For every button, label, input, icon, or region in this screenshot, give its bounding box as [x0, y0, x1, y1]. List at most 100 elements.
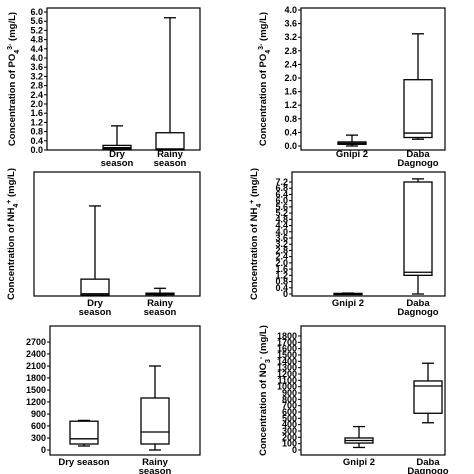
x-category-label: season	[101, 158, 134, 169]
x-category-label: Gnipi 2	[343, 457, 375, 468]
y-tick-label: 4.4	[275, 221, 288, 231]
x-category-label: season	[144, 307, 177, 318]
x-category-label: Daba	[406, 298, 430, 309]
y-tick-label: 0	[283, 289, 288, 299]
iqr-box	[413, 380, 443, 414]
y-tick-label: 1.6	[275, 264, 288, 274]
box-plot-0	[333, 292, 363, 296]
y-tick-label: 1300	[277, 363, 297, 373]
y-tick-label: 0.0	[284, 141, 297, 151]
y-tick-label: 7.2	[275, 177, 288, 187]
y-tick-label: 800	[282, 394, 297, 404]
y-tick-label: 0.8	[275, 277, 288, 287]
y-tick-label: 300	[282, 426, 297, 436]
box-plot-1	[155, 17, 185, 151]
box-plot-0	[80, 205, 110, 296]
y-tick-label: 0	[292, 445, 297, 455]
y-tick-label: 1200	[26, 397, 46, 407]
y-tick-label: 100	[282, 439, 297, 449]
x-category-label: Dry season	[58, 457, 109, 468]
y-tick-label: 0.4	[30, 136, 43, 146]
y-tick-label: 4.8	[30, 35, 43, 45]
x-category-label: Dry	[87, 298, 104, 309]
plot-frame	[300, 7, 446, 151]
y-tick-label: 1.2	[275, 270, 288, 280]
box-plot-1	[403, 33, 433, 140]
y-tick-label: 2.0	[30, 99, 43, 109]
y-tick-label: 1400	[277, 356, 297, 366]
y-tick-label: 3.2	[30, 71, 43, 81]
iqr-box	[403, 79, 433, 139]
y-tick-label: 1500	[277, 350, 297, 360]
y-tick-label: 2.4	[30, 90, 43, 100]
y-tick-label: 6.4	[275, 189, 288, 199]
plot-frame	[300, 325, 446, 456]
y-tick-label: 2.0	[284, 73, 297, 83]
y-tick-label: 0	[41, 445, 46, 455]
y-tick-label: 4.0	[275, 227, 288, 237]
box-plot-0	[102, 125, 132, 151]
y-tick-label: 5.6	[275, 202, 288, 212]
iqr-box	[403, 181, 433, 276]
y-tick-label: 4.0	[284, 5, 297, 15]
y-tick-label: 600	[31, 421, 46, 431]
iqr-box	[69, 420, 99, 445]
y-tick-label: 600	[282, 407, 297, 417]
y-axis-label: Concentration of PO43- (mg/L)	[258, 12, 272, 146]
y-tick-label: 0.4	[284, 127, 297, 137]
chart-panel-middle-right: 00.40.81.21.62.02.42.83.23.64.04.44.85.2…	[249, 168, 446, 318]
iqr-box	[155, 132, 185, 151]
box-plot-1	[140, 365, 170, 451]
y-tick-label: 5.2	[30, 25, 43, 35]
y-axis-label: Concentration of NH4+ (mg/L)	[6, 168, 20, 300]
chart-panel-middle-left: Concentration of NH4+ (mg/L)DryseasonRai…	[6, 168, 201, 318]
y-tick-label: 2400	[26, 349, 46, 359]
y-tick-label: 4.0	[30, 53, 43, 63]
x-category-label: Dagnogo	[407, 466, 448, 474]
chart-panel-bottom-left: 0 300 600 900 1200 1500 1800 2100 2400 2700 Dry se…	[26, 325, 201, 474]
iqr-box	[140, 397, 170, 445]
x-category-label: Daba	[406, 149, 430, 160]
y-tick-label: 1700	[277, 337, 297, 347]
y-tick-label: 0.4	[275, 283, 288, 293]
y-tick-label: 0.8	[30, 127, 43, 137]
y-tick-label: 3.2	[284, 32, 297, 42]
x-category-label: Dry	[109, 149, 126, 160]
plot-frame	[33, 171, 201, 297]
y-tick-label: 1100	[277, 375, 297, 385]
y-tick-label: 6.8	[275, 183, 288, 193]
box-plot-1	[145, 287, 175, 296]
y-tick-label: 700	[282, 401, 297, 411]
y-tick-label: 200	[282, 432, 297, 442]
box-plot-0	[344, 425, 374, 449]
y-tick-label: 2.4	[284, 59, 297, 69]
y-tick-label: 5.2	[275, 208, 288, 218]
x-category-label: Dagnogo	[397, 307, 438, 318]
y-tick-label: 1200	[277, 369, 297, 379]
y-tick-label: 6.0	[30, 7, 43, 17]
y-tick-label: 1000	[277, 382, 297, 392]
y-axis-label: Concentration of PO43- (mg/L)	[7, 12, 21, 146]
box-plot-0	[69, 419, 99, 447]
chart-panel-top-left: 0.00.40.81.21.62.02.42.83.23.64.04.44.85…	[7, 7, 201, 169]
x-category-label: Dagnogo	[397, 158, 438, 169]
box-plot-1	[403, 178, 433, 295]
x-category-label: Rainy	[157, 149, 184, 160]
y-tick-label: 3.6	[30, 62, 43, 72]
x-category-label: Gnipi 2	[332, 298, 364, 309]
y-tick-label: 3.6	[275, 233, 288, 243]
plot-frame	[291, 171, 446, 297]
chart-panel-top-right: 0.0 0.4 0.8 1.2 1.6 2.0 2.4 2.8 3.2 3.6 4.0 Concent…	[258, 5, 446, 169]
y-tick-label: 400	[282, 420, 297, 430]
y-axis-label: Concentration of NO3- (mg/L)	[258, 325, 272, 456]
y-tick-label: 4.4	[30, 44, 43, 54]
y-tick-label: 1.6	[284, 87, 297, 97]
y-tick-label: 1.6	[30, 108, 43, 118]
y-tick-label: 0.0	[30, 145, 43, 155]
y-tick-label: 3.6	[284, 19, 297, 29]
y-tick-label: 2.8	[30, 81, 43, 91]
y-tick-label: 900	[31, 409, 46, 419]
y-tick-label: 2.4	[275, 252, 288, 262]
x-category-label: Rainy	[142, 457, 169, 468]
